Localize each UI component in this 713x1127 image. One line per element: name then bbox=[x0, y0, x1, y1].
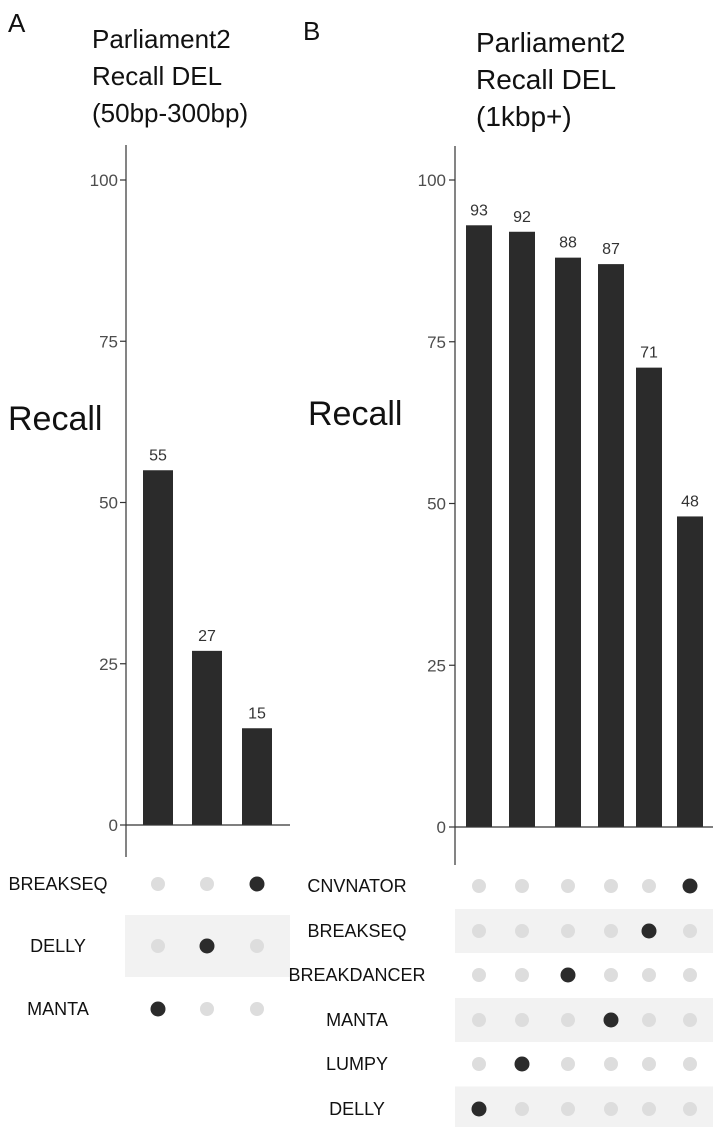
panel-b-matrix-dot-inactive bbox=[515, 1102, 529, 1116]
panel-b-matrix-dot-inactive bbox=[604, 968, 618, 982]
panel-a-y-axis-label: Recall bbox=[8, 400, 102, 438]
panel-b-bar-value-label: 71 bbox=[640, 345, 658, 362]
panel-b-matrix-dot-inactive bbox=[604, 924, 618, 938]
panel-a-matrix-dot-inactive bbox=[200, 877, 214, 891]
panel-b-bar-value-label: 87 bbox=[602, 241, 620, 258]
panel-b-bar-value-label: 92 bbox=[513, 209, 531, 226]
panel-b-matrix-dot-inactive bbox=[683, 1102, 697, 1116]
panel-b-y-tick-label: 0 bbox=[437, 818, 446, 837]
panel-a-bar bbox=[242, 728, 272, 825]
panel-b-matrix-dot-inactive bbox=[472, 968, 486, 982]
panel-b-bar bbox=[636, 367, 662, 827]
panel-b-matrix-dot-inactive bbox=[472, 879, 486, 893]
panel-b-matrix-row-label: MANTA bbox=[326, 1010, 388, 1030]
panel-b-matrix-dot-active bbox=[514, 1056, 530, 1072]
panel-b-matrix-row-label: BREAKDANCER bbox=[288, 965, 425, 985]
panel-b-bar bbox=[677, 516, 703, 827]
panel-b-matrix-dot-inactive bbox=[561, 1057, 575, 1071]
panel-b-matrix-dot-inactive bbox=[472, 1057, 486, 1071]
panel-b-matrix-dot-inactive bbox=[604, 1102, 618, 1116]
panel-b-matrix-dot-inactive bbox=[561, 924, 575, 938]
panel-b-matrix-row-label: DELLY bbox=[329, 1099, 385, 1119]
panel-b-y-tick-label: 25 bbox=[427, 656, 446, 675]
panel-b-matrix-dot-active bbox=[471, 1101, 487, 1117]
panel-a-title-line: Recall DEL bbox=[92, 61, 222, 91]
panel-b-matrix-row-label: CNVNATOR bbox=[307, 876, 406, 896]
panel-b-matrix-dot-inactive bbox=[642, 1057, 656, 1071]
panel-b-bar-value-label: 48 bbox=[681, 493, 699, 510]
panel-b-matrix-row-label: LUMPY bbox=[326, 1054, 388, 1074]
panel-b-y-tick-label: 75 bbox=[427, 333, 446, 352]
panel-b-bar bbox=[598, 264, 624, 827]
panel-a-y-tick-label: 50 bbox=[99, 494, 118, 513]
panel-a-y-tick-label: 25 bbox=[99, 655, 118, 674]
panel-b-matrix-dot-inactive bbox=[472, 924, 486, 938]
panel-b-matrix-dot-inactive bbox=[561, 1102, 575, 1116]
panel-b-label: B bbox=[303, 16, 320, 46]
panel-a-bar bbox=[192, 650, 222, 825]
panel-b-bar bbox=[509, 231, 535, 827]
panel-b-bar-value-label: 88 bbox=[559, 235, 577, 252]
panel-a-matrix-dot-active bbox=[150, 1001, 166, 1017]
panel-b-matrix-dot-inactive bbox=[642, 879, 656, 893]
panel-b-matrix-dot-inactive bbox=[683, 1057, 697, 1071]
panel-a-bar-value-label: 27 bbox=[198, 628, 216, 645]
panel-a-matrix-row-label: MANTA bbox=[27, 999, 89, 1019]
panel-b-y-tick-label: 100 bbox=[418, 171, 446, 190]
panel-b-matrix-dot-inactive bbox=[515, 968, 529, 982]
panel-b-matrix-stripe bbox=[455, 998, 713, 1042]
panel-a-label: A bbox=[8, 8, 26, 38]
panel-a-matrix-dot-active bbox=[199, 938, 215, 954]
panel-b-matrix-dot-active bbox=[682, 878, 698, 894]
panel-a-matrix-dot-inactive bbox=[151, 877, 165, 891]
panel-b-title-line: Recall DEL bbox=[476, 64, 616, 95]
panel-b-matrix-dot-inactive bbox=[683, 1013, 697, 1027]
panel-a-matrix-dot-inactive bbox=[250, 1002, 264, 1016]
panel-b-matrix-dot-inactive bbox=[515, 1013, 529, 1027]
panel-b-matrix-stripe bbox=[455, 909, 713, 953]
panel-b-matrix-dot-inactive bbox=[642, 968, 656, 982]
panel-b-matrix-dot-inactive bbox=[472, 1013, 486, 1027]
panel-b-title-line: Parliament2 bbox=[476, 27, 625, 58]
panel-b-matrix-dot-inactive bbox=[561, 1013, 575, 1027]
panel-a-matrix-dot-inactive bbox=[200, 1002, 214, 1016]
panel-a-matrix-dot-active bbox=[249, 876, 265, 892]
panel-a-y-tick-label: 75 bbox=[99, 332, 118, 351]
panel-a-bar-value-label: 55 bbox=[149, 447, 167, 464]
panel-b-matrix-dot-inactive bbox=[561, 879, 575, 893]
panel-b-matrix-dot-active bbox=[560, 967, 576, 983]
panel-b-matrix-dot-inactive bbox=[515, 924, 529, 938]
panel-a-bar bbox=[143, 470, 173, 825]
panel-b-matrix-dot-inactive bbox=[604, 879, 618, 893]
panel-b-matrix-dot-inactive bbox=[642, 1102, 656, 1116]
panel-b-matrix-row-label: BREAKSEQ bbox=[307, 921, 406, 941]
panel-a-matrix-row-label: BREAKSEQ bbox=[8, 874, 107, 894]
panel-b-y-axis-label: Recall bbox=[308, 395, 402, 433]
panel-a-matrix-row-label: DELLY bbox=[30, 936, 86, 956]
panel-a-matrix-dot-inactive bbox=[250, 939, 264, 953]
panel-b-title-line: (1kbp+) bbox=[476, 101, 572, 132]
panel-a-title-line: (50bp-300bp) bbox=[92, 98, 248, 128]
panel-a-y-tick-label: 0 bbox=[109, 816, 118, 835]
panel-b-bar bbox=[466, 225, 492, 828]
panel-b-matrix-dot-inactive bbox=[683, 924, 697, 938]
panel-b-matrix-dot-active bbox=[641, 923, 657, 939]
panel-b-matrix-dot-active bbox=[603, 1012, 619, 1028]
panel-a-y-tick-label: 100 bbox=[90, 171, 118, 190]
panel-b-bar-value-label: 93 bbox=[470, 202, 488, 219]
panel-b-y-tick-label: 50 bbox=[427, 495, 446, 514]
panel-b-matrix-dot-inactive bbox=[604, 1057, 618, 1071]
panel-a-matrix-dot-inactive bbox=[151, 939, 165, 953]
panel-a-title-line: Parliament2 bbox=[92, 24, 231, 54]
panel-b-matrix-stripe bbox=[455, 1086, 713, 1127]
panel-b-bar bbox=[555, 257, 581, 827]
panel-b-matrix-dot-inactive bbox=[515, 879, 529, 893]
panel-b-matrix-dot-inactive bbox=[642, 1013, 656, 1027]
panel-a-bar-value-label: 15 bbox=[248, 705, 266, 722]
panel-b-matrix-dot-inactive bbox=[683, 968, 697, 982]
